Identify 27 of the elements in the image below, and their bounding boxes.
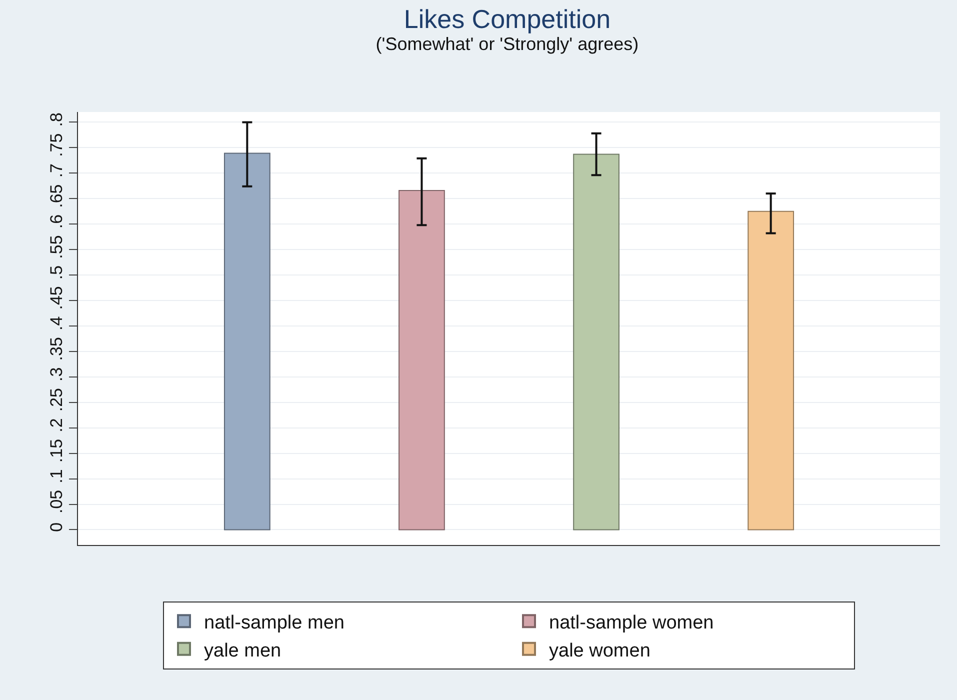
chart-subtitle: ('Somewhat' or 'Strongly' agrees) <box>376 34 639 54</box>
bar <box>224 152 270 530</box>
y-tick-label: .15 <box>47 438 66 463</box>
legend-label: yale men <box>204 640 282 662</box>
y-tick-label: .4 <box>47 316 66 330</box>
y-tick-label: .25 <box>47 388 66 412</box>
bar <box>398 190 445 530</box>
y-tick-label: .5 <box>47 265 66 280</box>
y-tick-label: .8 <box>47 112 66 127</box>
y-tick-label: .65 <box>47 184 66 208</box>
y-tick-label: .55 <box>47 235 66 259</box>
y-tick-label: .6 <box>47 214 66 229</box>
y-tick-label: .75 <box>47 133 66 157</box>
chart-title: Likes Competition <box>404 4 611 34</box>
y-tick-label: .2 <box>47 418 66 432</box>
y-tick-label: .3 <box>47 367 66 382</box>
y-tick-label: .45 <box>47 286 66 310</box>
y-tick-label: .7 <box>47 163 66 178</box>
bar <box>748 210 794 530</box>
y-tick-label: .1 <box>47 469 66 484</box>
y-tick-label: .05 <box>47 490 66 514</box>
y-tick-label: .35 <box>47 337 66 361</box>
legend-label: natl-sample men <box>204 612 344 634</box>
legend-label: yale women <box>549 640 650 662</box>
y-tick-label: 0 <box>47 522 66 532</box>
bar <box>573 154 620 530</box>
legend-label: natl-sample women <box>549 612 714 634</box>
